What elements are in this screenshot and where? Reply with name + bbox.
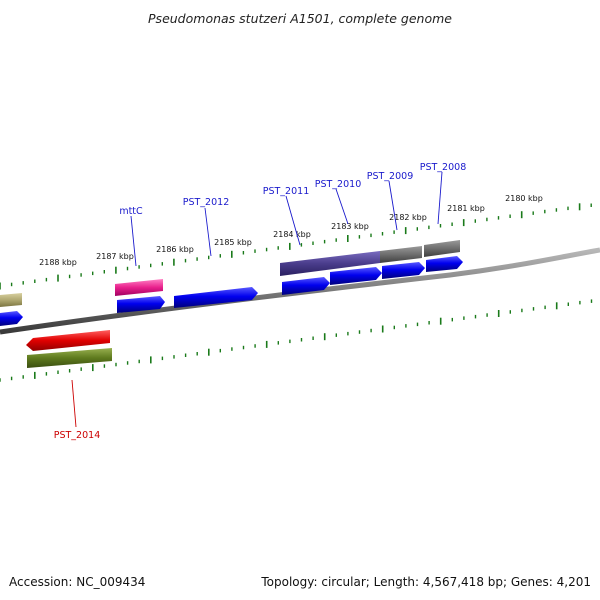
scale-label-2186: 2186 kbp (156, 245, 194, 254)
cds-arrow-mttc[interactable] (117, 296, 165, 313)
leader-lines (71, 171, 443, 428)
gene-feature-grey-2[interactable] (424, 240, 460, 257)
leader-line-pst-2010 (335, 188, 349, 225)
cds-arrow-pst-2011[interactable] (282, 277, 330, 295)
reverse-arrow-pst-2014[interactable] (26, 330, 110, 351)
cds-arrow-left-edge[interactable] (0, 311, 23, 326)
cds-arrow-pst-2008[interactable] (426, 256, 463, 272)
leader-line-pst-2012 (204, 207, 212, 257)
gene-label-pst-2014[interactable]: PST_2014 (54, 430, 101, 441)
gene-label-pst-2008[interactable]: PST_2008 (420, 162, 467, 173)
scale-label-2185: 2185 kbp (214, 238, 252, 247)
scale-label-2182: 2182 kbp (389, 213, 427, 222)
topology-text: Topology: circular; Length: 4,567,418 bp… (260, 575, 591, 589)
map-title: Pseudomonas stutzeri A1501, complete gen… (148, 11, 452, 26)
gene-label-pst-2011[interactable]: PST_2011 (263, 186, 310, 197)
scale-label-2187: 2187 kbp (96, 252, 134, 261)
outer-scale-ring (0, 203, 592, 290)
gene-label-pst-2010[interactable]: PST_2010 (315, 179, 362, 190)
scale-label-2180: 2180 kbp (505, 194, 543, 203)
gene-feature-dark[interactable] (280, 251, 380, 276)
cds-arrow-pst-2012[interactable] (174, 287, 258, 308)
cds-arrow-pst-2010[interactable] (330, 267, 382, 285)
genome-backbone (0, 247, 600, 335)
scale-label-2184: 2184 kbp (273, 230, 311, 239)
inner-scale-ring (0, 299, 593, 382)
scale-label-2188: 2188 kbp (39, 258, 77, 267)
leader-line-pst-2008 (437, 171, 443, 225)
reverse-feature-olive[interactable] (27, 348, 112, 368)
gene-label-pst-2012[interactable]: PST_2012 (183, 197, 230, 208)
gene-feature-khaki[interactable] (0, 293, 22, 307)
gene-label-mttc[interactable]: mttC (119, 206, 143, 217)
accession-text: Accession: NC_009434 (9, 575, 145, 589)
scale-label-2183: 2183 kbp (331, 222, 369, 231)
leader-line-pst-2011 (285, 195, 301, 246)
leader-line-pst-2009 (388, 180, 398, 231)
gene-feature-grey-1[interactable] (380, 246, 422, 263)
cds-arrow-pst-2009[interactable] (382, 262, 425, 279)
scale-label-2181: 2181 kbp (447, 204, 485, 213)
gene-label-pst-2009[interactable]: PST_2009 (367, 171, 414, 182)
leader-line-mttc (130, 215, 137, 267)
gene-feature-pink[interactable] (115, 279, 163, 296)
leader-line-pst-2014 (71, 379, 77, 428)
